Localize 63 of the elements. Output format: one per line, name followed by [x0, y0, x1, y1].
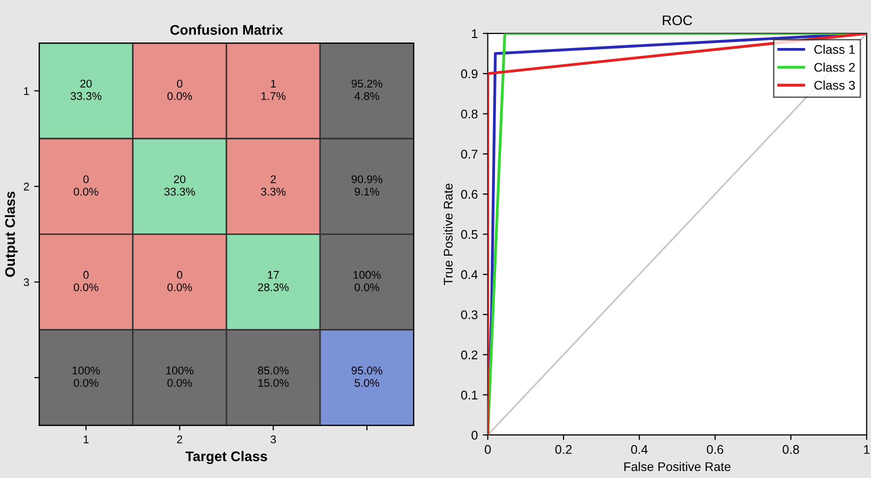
annotation: 0.0% — [354, 283, 380, 292]
y-tick-label: 0.7 — [461, 150, 478, 159]
x-tick-label: 2 — [177, 435, 182, 444]
chart-title: Confusion Matrix — [170, 24, 284, 35]
legend-label: Class 3 — [814, 80, 855, 90]
annotation: 33.3% — [164, 188, 195, 196]
y-axis-title: Output Class — [4, 192, 18, 277]
legend-label: Class 2 — [814, 62, 855, 72]
y-tick-label: 0.8 — [461, 110, 478, 118]
legend-label: Class 1 — [814, 44, 855, 54]
annotation: 0.0% — [167, 378, 192, 387]
x-tick-label: 0.2 — [555, 445, 572, 454]
annotation: 15.0% — [258, 378, 289, 387]
y-tick-label: 0.4 — [461, 270, 478, 280]
annotation: 5.0% — [354, 378, 380, 387]
x-tick-label: 0.4 — [631, 445, 648, 454]
y-tick-label: 3 — [24, 278, 29, 286]
data-label: 100% — [72, 366, 100, 374]
y-tick-label: 0.2 — [461, 350, 478, 360]
annotation: 0.0% — [167, 283, 192, 292]
annotation: 0.0% — [74, 378, 98, 387]
data-label: 1 — [271, 80, 276, 88]
y-tick-label: 0.6 — [461, 190, 478, 199]
data-label: 20 — [174, 175, 186, 184]
x-tick-label: 0.8 — [782, 445, 800, 454]
y-tick-label: 0.9 — [461, 69, 478, 78]
y-tick-label: 2 — [24, 182, 29, 190]
data-label: 95.0% — [352, 366, 382, 374]
annotation: 9.1% — [354, 188, 380, 196]
data-label: 85.0% — [258, 366, 289, 374]
data-label: 0 — [176, 80, 182, 88]
x-tick-label: 3 — [270, 435, 276, 444]
annotation: 33.3% — [70, 92, 102, 100]
data-label: 0 — [83, 270, 89, 279]
data-label: 0 — [83, 175, 89, 184]
x-axis-title: Target Class — [185, 451, 268, 464]
x-tick-label: 0.6 — [706, 445, 724, 454]
annotation: 0.0% — [74, 188, 98, 196]
y-tick-label: 0.5 — [461, 230, 478, 239]
annotation: 1.7% — [261, 92, 286, 100]
annotation: 3.3% — [261, 188, 286, 196]
y-tick-label: 1 — [472, 29, 478, 38]
data-label: 100% — [166, 366, 194, 374]
annotation: 0.0% — [74, 283, 98, 292]
chart-title: ROC — [662, 15, 692, 26]
data-label: 100% — [354, 270, 381, 279]
data-label: 0 — [176, 270, 182, 279]
x-tick-label: 0 — [484, 445, 491, 454]
annotation: 4.8% — [354, 92, 380, 100]
x-tick-label: 1 — [84, 436, 89, 444]
y-tick-label: 0.3 — [461, 310, 478, 320]
annotation: 0.0% — [167, 92, 192, 100]
y-axis-title: True Positive Rate — [443, 184, 453, 286]
y-tick-label: 0.1 — [461, 390, 478, 400]
data-label: 90.9% — [352, 175, 382, 184]
y-tick-label: 1 — [24, 87, 29, 95]
data-label: 95.2% — [352, 80, 382, 88]
x-axis-title: False Positive Rate — [624, 462, 730, 472]
data-label: 20 — [80, 80, 92, 88]
data-label: 17 — [268, 271, 279, 279]
annotation: 28.3% — [258, 283, 289, 292]
data-label: 2 — [270, 175, 276, 184]
x-tick-label: 1 — [864, 445, 870, 454]
